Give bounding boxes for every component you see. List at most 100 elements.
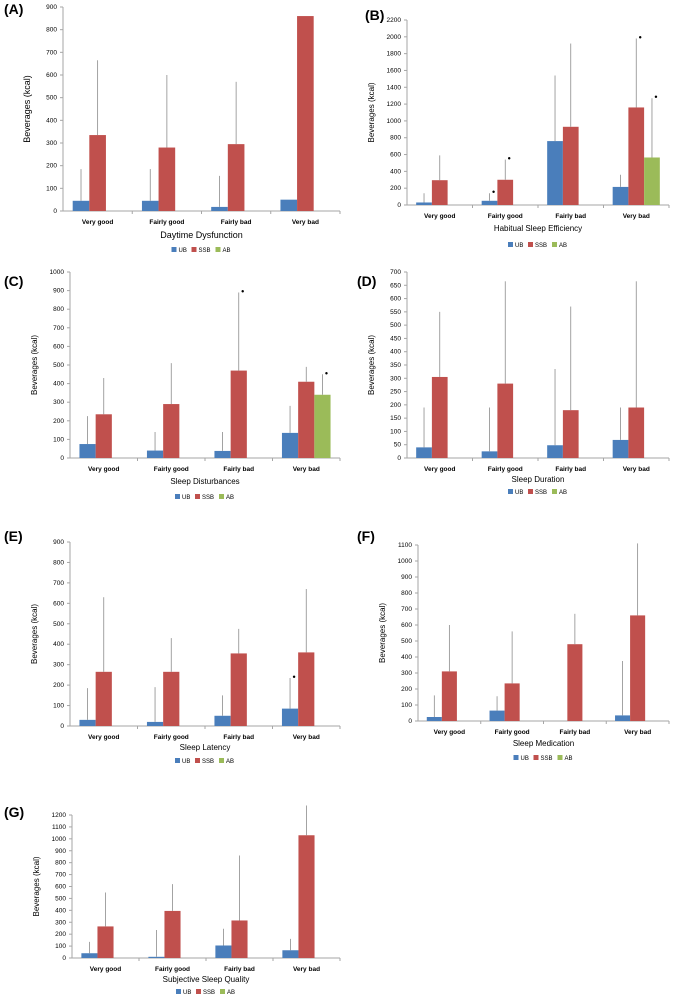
significance-marker: • bbox=[654, 92, 657, 102]
y-tick-label: 700 bbox=[46, 49, 57, 56]
bar-ub bbox=[282, 950, 299, 958]
y-tick-label: 0 bbox=[62, 955, 66, 962]
y-tick-label: 500 bbox=[46, 95, 57, 102]
bar-ub bbox=[214, 715, 231, 726]
bar-ssb bbox=[163, 671, 180, 726]
y-tick-label: 200 bbox=[46, 163, 57, 170]
y-tick-label: 200 bbox=[390, 185, 401, 192]
y-tick-label: 2200 bbox=[387, 17, 402, 24]
bar-ub bbox=[211, 206, 228, 211]
y-tick-label: 900 bbox=[53, 539, 64, 546]
y-tick-label: 200 bbox=[53, 418, 64, 425]
x-axis-title: Habitual Sleep Efficiency bbox=[494, 224, 582, 233]
chart-panel-b: (B) 0 200 400 600 800 1000 1200 1400 1600 1800 2000… bbox=[365, 7, 670, 249]
y-tick-label: 1100 bbox=[398, 542, 412, 549]
y-tick-label: 100 bbox=[53, 703, 64, 710]
y-tick-label: 500 bbox=[401, 638, 412, 645]
y-tick-label: 400 bbox=[46, 117, 57, 124]
y-tick-label: 600 bbox=[53, 343, 64, 350]
bar-ssb bbox=[95, 671, 112, 726]
legend-swatch-ab bbox=[215, 247, 221, 252]
y-tick-label: 600 bbox=[401, 622, 412, 629]
bar-ub bbox=[79, 444, 96, 458]
y-tick-label: 200 bbox=[53, 682, 64, 689]
panel-label: (D) bbox=[357, 273, 376, 289]
y-tick-label: 600 bbox=[55, 884, 66, 891]
legend: UB SSB AB bbox=[171, 247, 231, 254]
legend-swatch-ub bbox=[508, 242, 513, 247]
x-tick-label: Very bad bbox=[623, 213, 650, 220]
y-tick-label: 300 bbox=[401, 670, 412, 677]
x-tick-label: Very good bbox=[424, 213, 455, 220]
bar-ssb bbox=[97, 926, 114, 958]
y-tick-label: 0 bbox=[397, 455, 401, 462]
y-tick-label: 800 bbox=[390, 135, 401, 142]
bar-ub bbox=[547, 141, 563, 205]
bar-ub bbox=[612, 439, 629, 458]
y-tick-label: 700 bbox=[401, 606, 412, 613]
y-tick-label: 300 bbox=[390, 375, 401, 382]
y-tick-label: 0 bbox=[408, 718, 412, 725]
legend-swatch-ssb bbox=[196, 989, 201, 994]
legend-swatch-ssb bbox=[195, 494, 200, 499]
y-tick-label: 900 bbox=[401, 574, 412, 581]
legend-swatch-ab bbox=[557, 755, 563, 760]
x-tick-label: Very good bbox=[90, 966, 121, 973]
x-tick-label: Very good bbox=[434, 729, 465, 736]
bar-ssb bbox=[441, 671, 457, 721]
bar-ssb bbox=[297, 16, 314, 211]
legend-label-ub: UB bbox=[515, 490, 523, 496]
legend-swatch-ab bbox=[220, 989, 225, 994]
legend-label-ssb: SSB bbox=[199, 248, 211, 254]
y-tick-label: 400 bbox=[53, 641, 64, 648]
y-tick-label: 300 bbox=[46, 140, 57, 147]
bar-ssb bbox=[163, 404, 180, 458]
y-tick-label: 350 bbox=[390, 362, 401, 369]
chart-panel-a: (A) 0 100 200 300 400 500 600 700 800 900 Beverages… bbox=[4, 1, 341, 254]
legend-swatch-ab bbox=[552, 489, 557, 494]
y-tick-label: 600 bbox=[390, 152, 401, 159]
x-axis-title: Subjective Sleep Quality bbox=[163, 975, 250, 984]
x-tick-label: Fairly good bbox=[154, 466, 189, 473]
panel-label: (A) bbox=[4, 1, 23, 17]
bar-ssb bbox=[230, 370, 247, 458]
y-tick-label: 1000 bbox=[50, 269, 65, 276]
bar-ssb bbox=[431, 180, 448, 205]
y-tick-label: 400 bbox=[390, 349, 401, 356]
y-tick-label: 800 bbox=[53, 559, 64, 566]
chart-panel-f: (F) 0 100 200 300 400 500 600 700 800 900 1000 1100 B… bbox=[357, 528, 670, 762]
legend-swatch-ub bbox=[508, 489, 513, 494]
y-tick-label: 200 bbox=[55, 931, 66, 938]
bar-ssb bbox=[298, 652, 315, 726]
y-tick-label: 400 bbox=[53, 381, 64, 388]
x-tick-label: Very bad bbox=[623, 466, 650, 473]
y-axis-title: Beverages (kcal) bbox=[367, 82, 376, 142]
legend-swatch-ab bbox=[219, 758, 224, 763]
y-tick-label: 250 bbox=[390, 389, 401, 396]
y-axis-title: Beverages (kcal) bbox=[22, 75, 32, 143]
x-tick-label: Very bad bbox=[624, 729, 651, 736]
legend-label-ab: AB bbox=[559, 243, 567, 249]
y-tick-label: 450 bbox=[390, 335, 401, 342]
legend-label-ab: AB bbox=[223, 248, 231, 254]
legend: UB SSB AB bbox=[176, 989, 235, 996]
y-tick-label: 900 bbox=[46, 4, 57, 11]
y-tick-label: 500 bbox=[53, 362, 64, 369]
bar-ub bbox=[141, 200, 159, 211]
x-tick-label: Fairly bad bbox=[223, 734, 254, 741]
legend-swatch-ub bbox=[176, 989, 181, 994]
y-tick-label: 50 bbox=[394, 442, 402, 449]
legend-label-ub: UB bbox=[183, 990, 191, 996]
bar-ssb bbox=[230, 653, 247, 726]
bar-ab bbox=[314, 394, 331, 458]
legend-label-ssb: SSB bbox=[535, 490, 547, 496]
bar-ssb bbox=[628, 407, 645, 458]
x-tick-label: Fairly good bbox=[488, 466, 523, 473]
x-axis-title: Sleep Medication bbox=[513, 739, 574, 748]
y-tick-label: 2000 bbox=[387, 34, 402, 41]
y-tick-label: 700 bbox=[53, 580, 64, 587]
legend-label-ab: AB bbox=[559, 490, 567, 496]
bar-ub bbox=[612, 186, 629, 205]
y-tick-label: 300 bbox=[55, 919, 66, 926]
y-tick-label: 600 bbox=[390, 296, 401, 303]
